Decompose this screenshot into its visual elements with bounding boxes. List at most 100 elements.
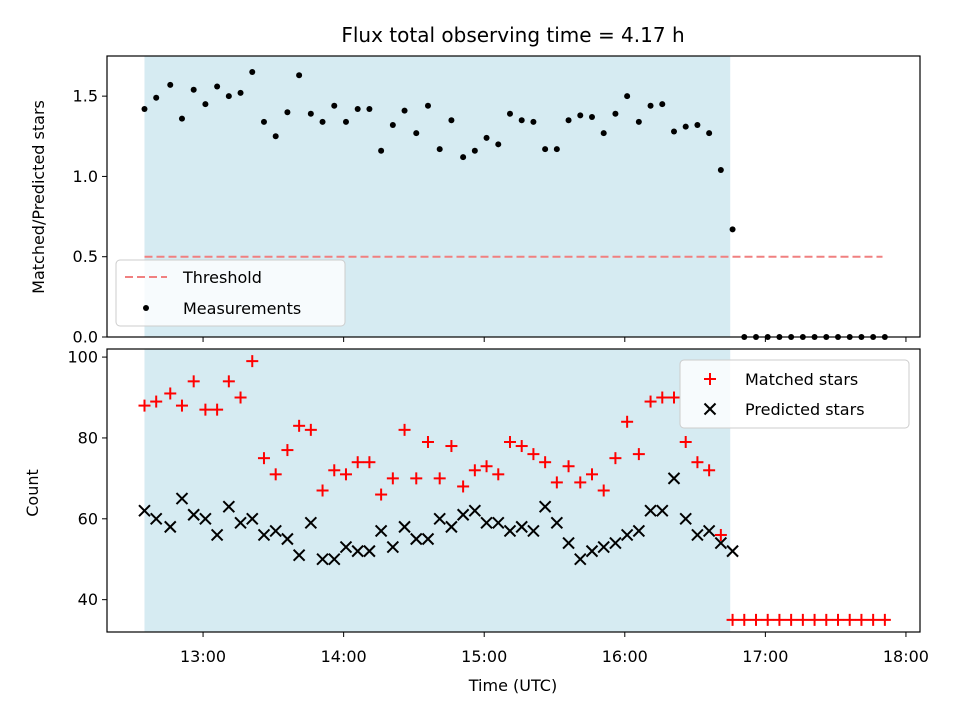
measurement-point: [542, 146, 549, 153]
matched-point: [738, 613, 751, 626]
measurement-point: [659, 101, 666, 108]
matched-point: [667, 391, 680, 404]
measurement-point: [296, 72, 303, 79]
x-tick-label: 17:00: [742, 647, 788, 666]
matched-point: [703, 464, 716, 477]
matched-point: [222, 375, 235, 388]
predicted-point: [609, 536, 622, 550]
matched-point: [843, 613, 856, 626]
predicted-point: [726, 544, 739, 558]
measurement-point: [424, 102, 431, 109]
measurement-point: [401, 107, 408, 114]
measurement-point: [553, 146, 560, 153]
legend-matched-label: Matched stars: [745, 370, 858, 389]
matched-point: [714, 528, 727, 541]
matched-point: [445, 440, 458, 453]
matched-point: [269, 468, 282, 481]
measurement-point: [190, 86, 197, 93]
matched-point: [187, 375, 200, 388]
predicted-point: [562, 536, 575, 550]
matched-point: [410, 472, 423, 485]
matched-point: [293, 419, 306, 432]
predicted-point: [339, 540, 353, 554]
matched-point: [550, 476, 563, 489]
matched-point: [632, 448, 645, 461]
measurement-point: [506, 110, 513, 117]
x-tick-label: 18:00: [883, 647, 929, 666]
top-panel: 0.0 0.5 1.0 1.5 Matched/Predicted stars Thr…: [29, 55, 921, 347]
bottom-y-tick-label: 40: [78, 590, 98, 609]
predicted-point: [527, 524, 540, 538]
measurement-point: [354, 105, 361, 112]
predicted-point: [398, 520, 411, 534]
matched-point: [796, 613, 809, 626]
measurement-point: [178, 115, 185, 122]
matched-point: [386, 472, 399, 485]
predicted-point: [269, 524, 282, 538]
top-axes-frame: [106, 55, 921, 338]
predicted-point: [468, 504, 482, 517]
bottom-axes-frame: [106, 348, 921, 633]
predicted-point: [304, 516, 318, 530]
bottom-y-tick-label: 80: [78, 428, 98, 447]
matched-point: [562, 460, 575, 473]
measurement-point: [518, 117, 525, 124]
matched-point: [621, 415, 634, 428]
matched-point: [328, 464, 341, 477]
matched-point: [211, 403, 224, 416]
x-tick-label: 16:00: [602, 647, 648, 666]
bottom-panel: 40 60 80 100 13:00 14:00 15:00 16:00 17:00 18:00…: [23, 348, 929, 695]
predicted-point: [585, 544, 599, 558]
predicted-point: [149, 512, 163, 526]
legend-matched-swatch: [704, 373, 716, 385]
measurement-point: [729, 226, 736, 233]
matched-point: [246, 355, 259, 368]
measurement-point: [694, 122, 701, 129]
matched-point: [281, 444, 294, 457]
legend-predicted-label: Predicted stars: [745, 400, 865, 419]
predicted-point: [433, 512, 446, 526]
top-y-tick-label: 0.0: [73, 328, 98, 347]
measurement-point: [153, 94, 160, 101]
measurement-point: [319, 118, 326, 125]
matched-point: [644, 395, 657, 408]
predicted-point: [187, 508, 200, 521]
matched-point: [339, 468, 352, 481]
predicted-point: [164, 520, 177, 534]
matched-point: [831, 613, 844, 626]
bottom-y-tick-label: 100: [67, 348, 98, 367]
predicted-point: [492, 516, 505, 530]
matched-point: [316, 484, 329, 497]
measurement-point: [577, 112, 584, 119]
measurement-point: [600, 130, 607, 137]
matched-point: [363, 456, 376, 469]
matched-point: [492, 468, 505, 481]
legend-measurements-label: Measurements: [183, 299, 301, 318]
x-axis-label: Time (UTC): [468, 676, 557, 695]
matched-point: [433, 472, 446, 485]
predicted-point: [328, 553, 341, 566]
matched-point: [480, 460, 493, 473]
matched-point: [164, 387, 177, 400]
predicted-point: [246, 512, 259, 526]
predicted-point: [702, 524, 716, 538]
x-tick-label: 13:00: [180, 647, 226, 666]
matched-point: [150, 395, 163, 408]
matched-point: [199, 403, 212, 416]
measurement-point: [249, 69, 256, 76]
matched-point: [234, 391, 247, 404]
predicted-point: [597, 540, 610, 554]
legend-threshold-label: Threshold: [182, 268, 262, 287]
predicted-point: [421, 532, 435, 546]
matched-point: [679, 435, 692, 448]
measurement-point: [167, 81, 174, 88]
measurement-point: [202, 101, 209, 108]
measurement-point: [670, 128, 677, 135]
measurement-point: [331, 102, 338, 109]
predicted-point: [281, 532, 294, 546]
matched-point: [457, 480, 470, 493]
predicted-point: [691, 528, 704, 542]
matched-point: [539, 456, 552, 469]
measurement-point: [448, 117, 455, 124]
